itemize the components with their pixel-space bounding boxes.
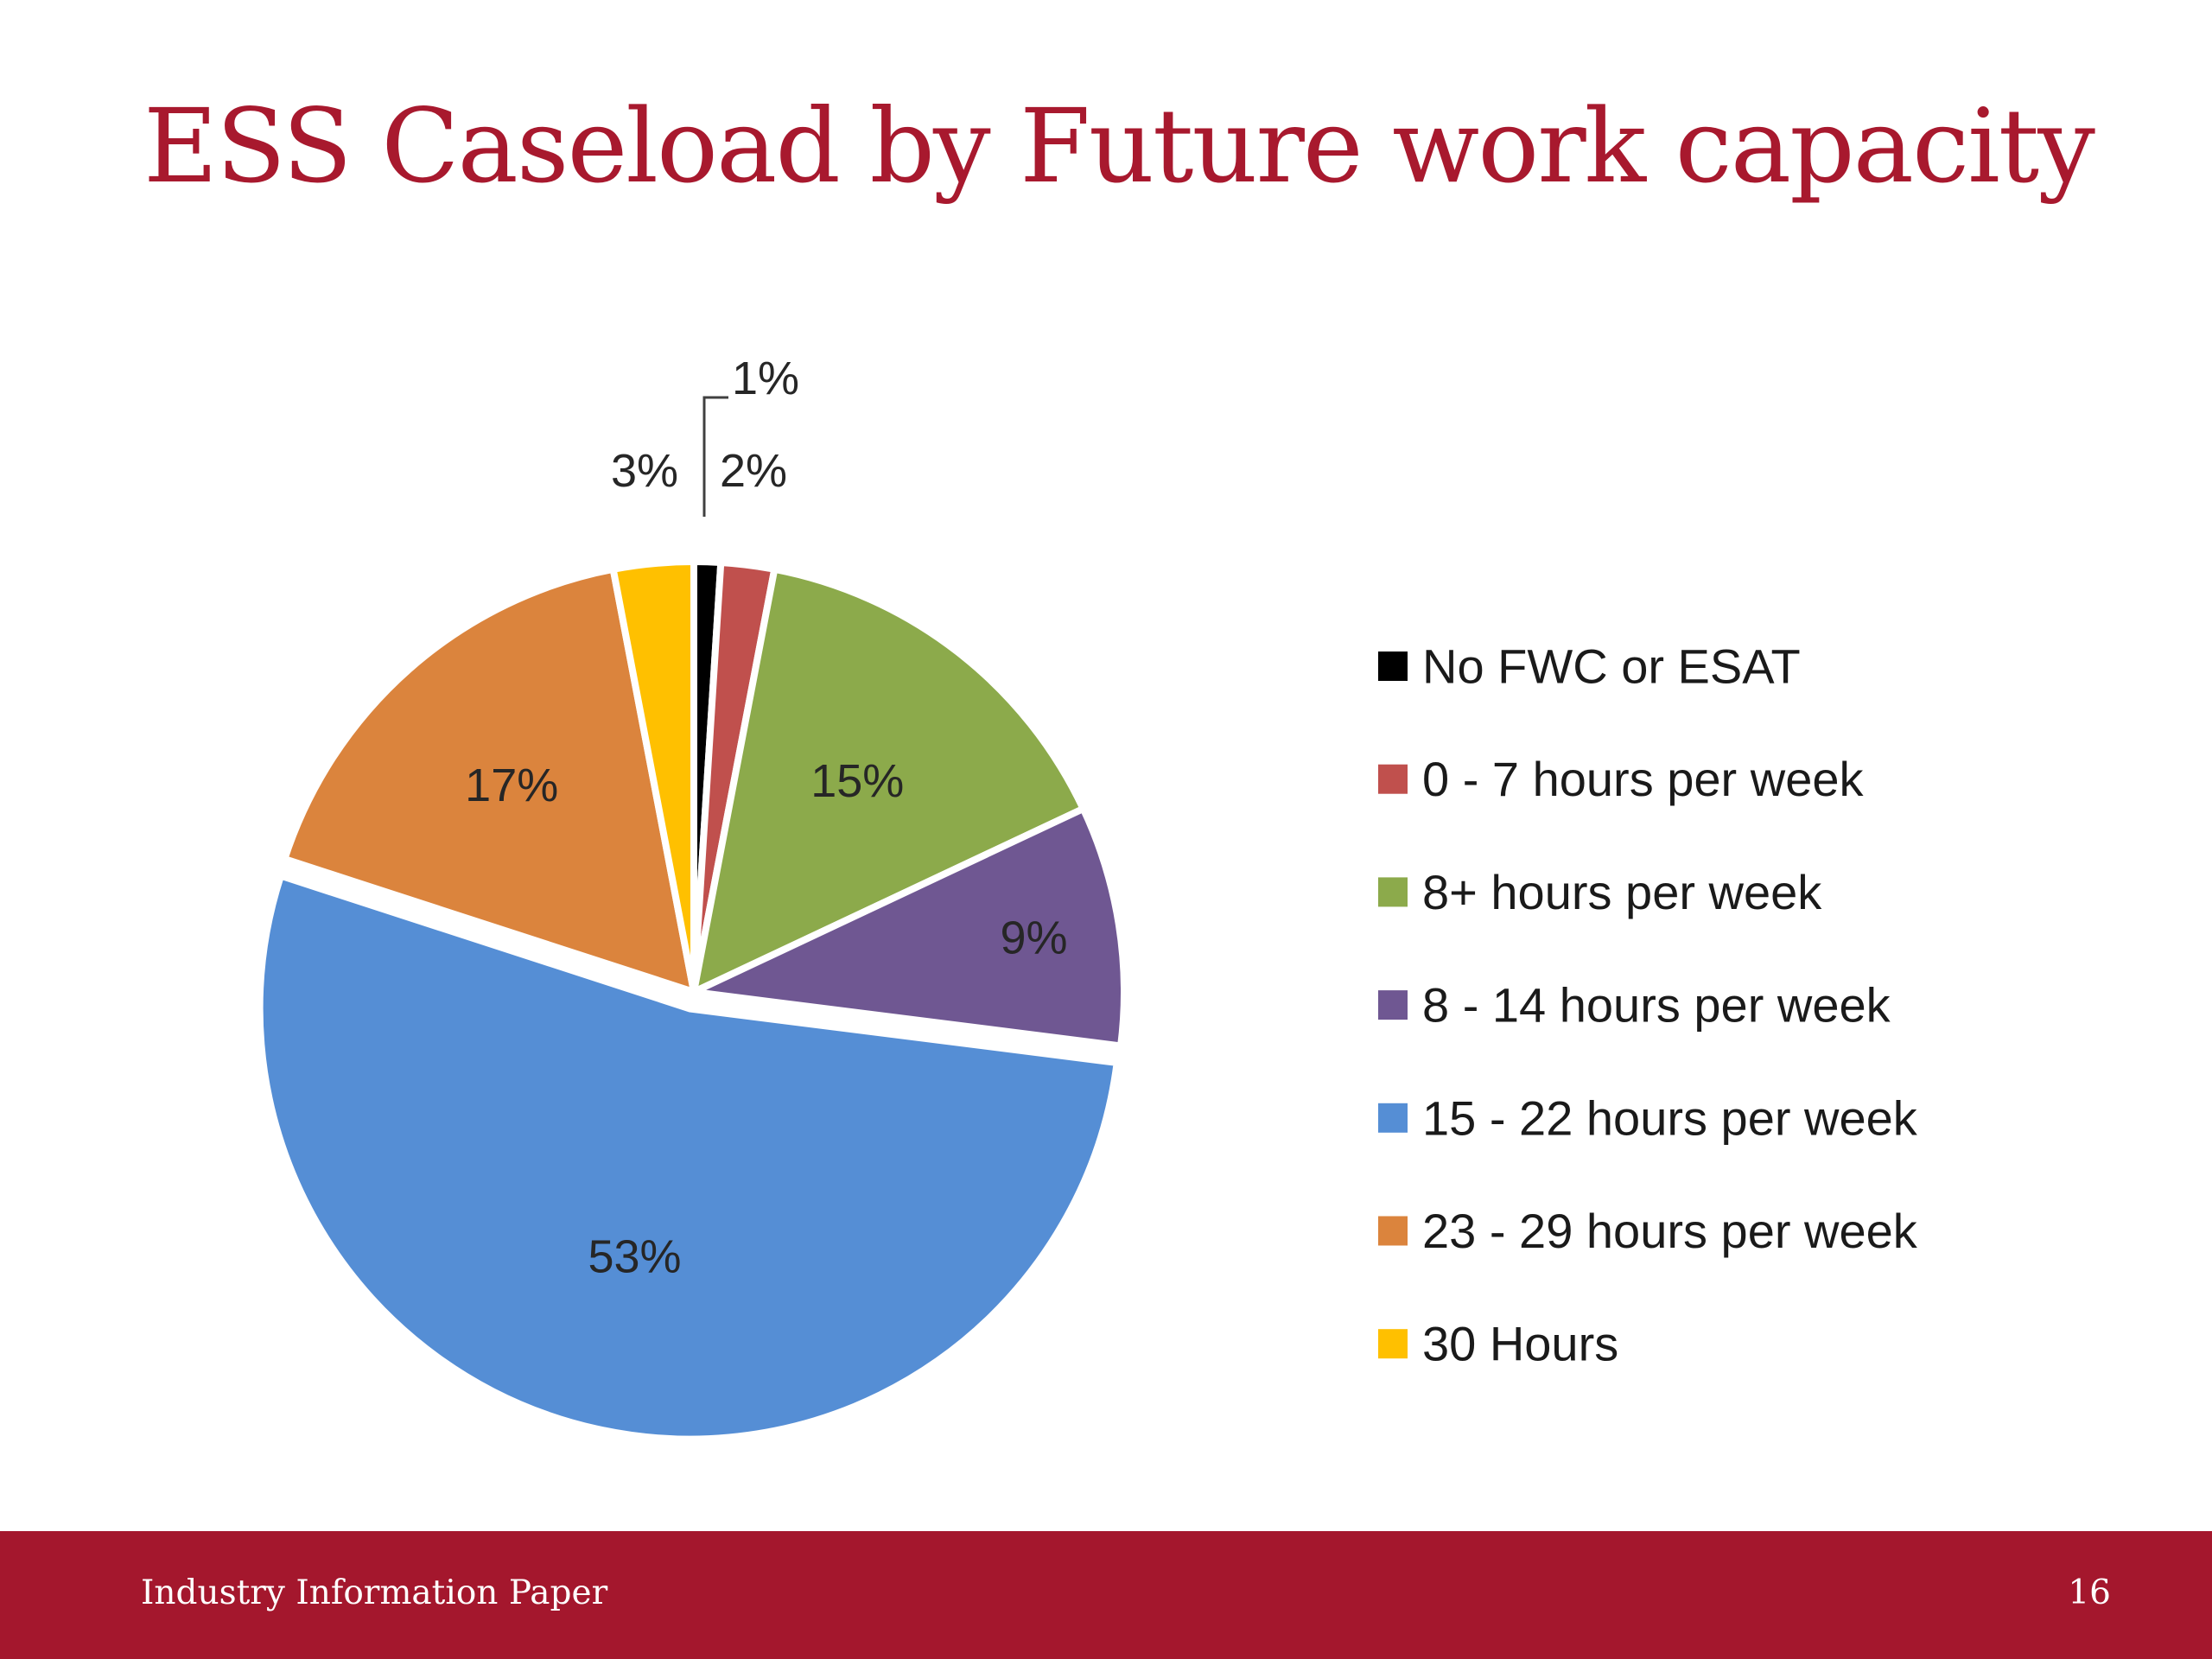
pie-slice-23-29-hours-per-week xyxy=(281,565,697,995)
data-label-8-hours-per-week: 15% xyxy=(810,755,904,807)
data-label-23-29-hours-per-week: 17% xyxy=(465,760,558,811)
pie-slices xyxy=(256,558,1128,1443)
legend-label-8-14-hours-per-week: 8 - 14 hours per week xyxy=(1422,978,1891,1033)
data-label-15-22-hours-per-week: 53% xyxy=(588,1230,681,1282)
footer-bar: Industry Information Paper 16 xyxy=(0,1531,2212,1659)
legend-swatch-15-22-hours-per-week xyxy=(1378,1103,1408,1133)
data-label-0-7-hours-per-week: 2% xyxy=(720,445,787,497)
data-label-30-hours: 3% xyxy=(611,445,678,497)
pie-slice-8-hours-per-week xyxy=(690,565,1087,995)
legend-swatch-0-7-hours-per-week xyxy=(1378,764,1408,794)
pie-slice-15-22-hours-per-week xyxy=(256,872,1121,1443)
legend-label-15-22-hours-per-week: 15 - 22 hours per week xyxy=(1422,1090,1918,1145)
legend-label-30-hours: 30 Hours xyxy=(1422,1317,1618,1371)
data-label-8-14-hours-per-week: 9% xyxy=(1000,912,1067,964)
legend-swatch-no-fwc-or-esat xyxy=(1378,652,1408,681)
legend-swatch-30-hours xyxy=(1378,1329,1408,1359)
legend-swatch-23-29-hours-per-week xyxy=(1378,1216,1408,1246)
data-label-no-fwc-or-esat: 1% xyxy=(732,353,799,404)
legend-label-23-29-hours-per-week: 23 - 29 hours per week xyxy=(1422,1204,1918,1258)
legend: No FWC or ESAT 0 - 7 hours per week 8+ hou… xyxy=(1378,639,1918,1371)
legend-label-no-fwc-or-esat: No FWC or ESAT xyxy=(1422,639,1801,694)
pie-slice-8-14-hours-per-week xyxy=(690,804,1128,1050)
legend-swatch-8-hours-per-week xyxy=(1378,877,1408,907)
legend-label-8-hours-per-week: 8+ hours per week xyxy=(1422,865,1822,919)
legend-swatch-8-14-hours-per-week xyxy=(1378,990,1408,1020)
legend-label-0-7-hours-per-week: 0 - 7 hours per week xyxy=(1422,752,1864,806)
slice-labels: 1% 2% 15% 9% 53% 17% 3% xyxy=(465,353,1067,1282)
pie-slice-30-hours xyxy=(609,558,697,995)
slide-title: ESS Caseload by Future work capacity xyxy=(143,86,2095,206)
page-number: 16 xyxy=(2068,1573,2111,1612)
leader-line xyxy=(702,396,728,517)
pie-chart: 1% 2% 15% 9% 53% 17% 3% No FWC or ESAT 0 - 7 ho… xyxy=(256,353,1918,1443)
footer-text: Industry Information Paper xyxy=(141,1573,608,1612)
